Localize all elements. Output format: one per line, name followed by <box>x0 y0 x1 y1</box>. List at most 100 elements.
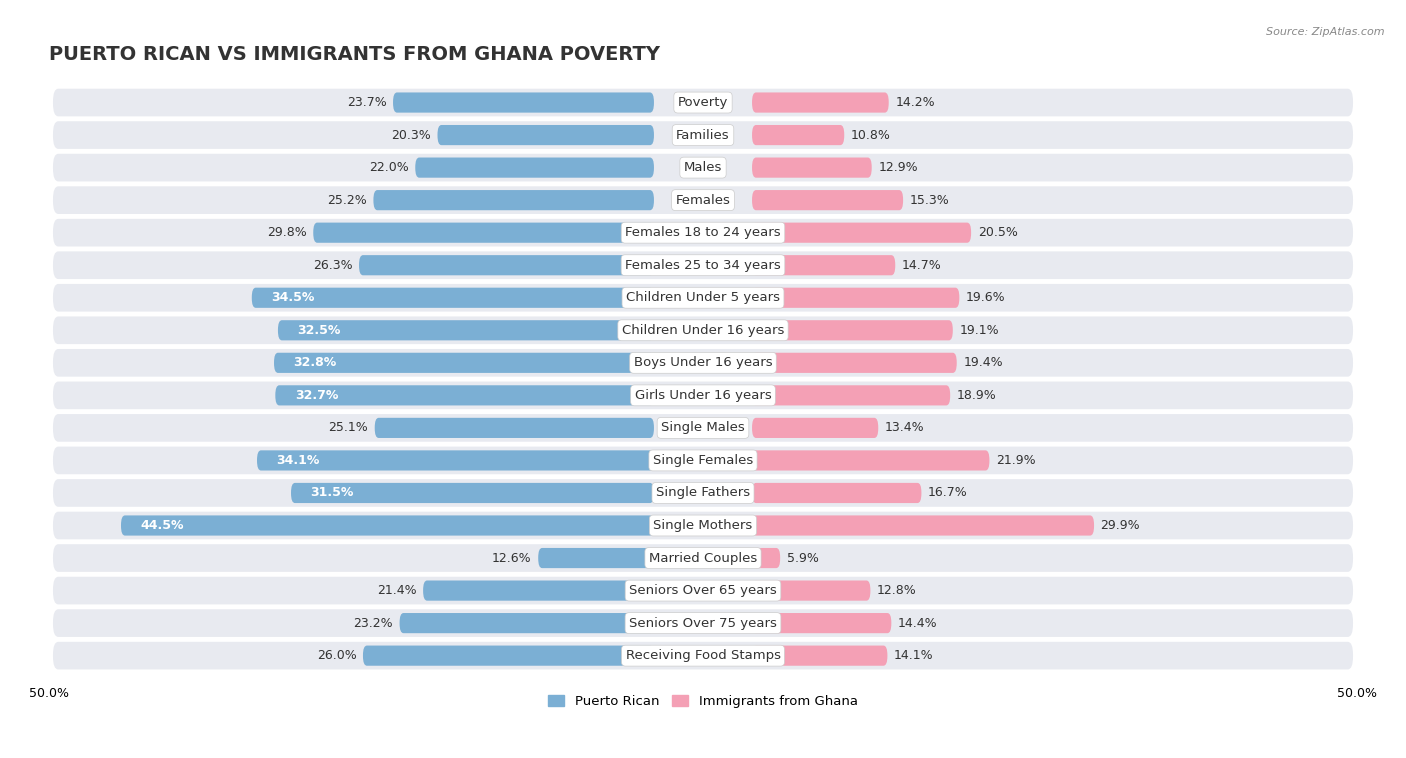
FancyBboxPatch shape <box>752 125 844 146</box>
Text: 21.4%: 21.4% <box>377 584 416 597</box>
FancyBboxPatch shape <box>752 158 872 177</box>
Text: Single Males: Single Males <box>661 421 745 434</box>
FancyBboxPatch shape <box>53 284 1353 312</box>
Text: Single Females: Single Females <box>652 454 754 467</box>
Text: Receiving Food Stamps: Receiving Food Stamps <box>626 649 780 662</box>
FancyBboxPatch shape <box>53 89 1353 117</box>
FancyBboxPatch shape <box>752 190 903 210</box>
FancyBboxPatch shape <box>53 609 1353 637</box>
FancyBboxPatch shape <box>752 613 891 633</box>
FancyBboxPatch shape <box>752 320 953 340</box>
FancyBboxPatch shape <box>394 92 654 113</box>
Text: 32.5%: 32.5% <box>298 324 340 337</box>
Text: Seniors Over 75 years: Seniors Over 75 years <box>628 616 778 630</box>
Text: Single Mothers: Single Mothers <box>654 519 752 532</box>
FancyBboxPatch shape <box>752 352 956 373</box>
Text: Girls Under 16 years: Girls Under 16 years <box>634 389 772 402</box>
Text: Boys Under 16 years: Boys Under 16 years <box>634 356 772 369</box>
FancyBboxPatch shape <box>291 483 654 503</box>
Text: PUERTO RICAN VS IMMIGRANTS FROM GHANA POVERTY: PUERTO RICAN VS IMMIGRANTS FROM GHANA PO… <box>49 45 659 64</box>
FancyBboxPatch shape <box>53 252 1353 279</box>
Text: 32.8%: 32.8% <box>294 356 337 369</box>
Text: 19.1%: 19.1% <box>959 324 1000 337</box>
FancyBboxPatch shape <box>399 613 654 633</box>
FancyBboxPatch shape <box>257 450 654 471</box>
FancyBboxPatch shape <box>276 385 654 406</box>
FancyBboxPatch shape <box>752 288 959 308</box>
Text: 22.0%: 22.0% <box>368 161 409 174</box>
Text: 12.8%: 12.8% <box>877 584 917 597</box>
Text: 15.3%: 15.3% <box>910 193 949 207</box>
FancyBboxPatch shape <box>53 381 1353 409</box>
Text: 19.4%: 19.4% <box>963 356 1002 369</box>
Text: Children Under 5 years: Children Under 5 years <box>626 291 780 304</box>
FancyBboxPatch shape <box>53 577 1353 604</box>
FancyBboxPatch shape <box>437 125 654 146</box>
FancyBboxPatch shape <box>752 92 889 113</box>
Text: 14.7%: 14.7% <box>901 258 942 271</box>
Text: Males: Males <box>683 161 723 174</box>
Text: 44.5%: 44.5% <box>141 519 184 532</box>
Text: 26.3%: 26.3% <box>314 258 353 271</box>
FancyBboxPatch shape <box>53 446 1353 475</box>
Text: 34.5%: 34.5% <box>271 291 315 304</box>
Text: Females 25 to 34 years: Females 25 to 34 years <box>626 258 780 271</box>
Text: 25.1%: 25.1% <box>329 421 368 434</box>
Text: Married Couples: Married Couples <box>650 552 756 565</box>
FancyBboxPatch shape <box>752 418 879 438</box>
FancyBboxPatch shape <box>375 418 654 438</box>
FancyBboxPatch shape <box>53 512 1353 540</box>
FancyBboxPatch shape <box>53 316 1353 344</box>
FancyBboxPatch shape <box>363 646 654 666</box>
Text: Females 18 to 24 years: Females 18 to 24 years <box>626 226 780 240</box>
Text: 20.5%: 20.5% <box>977 226 1018 240</box>
FancyBboxPatch shape <box>752 450 990 471</box>
FancyBboxPatch shape <box>274 352 654 373</box>
Text: 13.4%: 13.4% <box>884 421 924 434</box>
Text: 26.0%: 26.0% <box>316 649 356 662</box>
FancyBboxPatch shape <box>752 548 780 568</box>
FancyBboxPatch shape <box>415 158 654 177</box>
Text: Source: ZipAtlas.com: Source: ZipAtlas.com <box>1267 27 1385 36</box>
Text: 34.1%: 34.1% <box>277 454 321 467</box>
FancyBboxPatch shape <box>752 515 1094 536</box>
FancyBboxPatch shape <box>752 223 972 243</box>
Text: 16.7%: 16.7% <box>928 487 967 500</box>
Text: 18.9%: 18.9% <box>956 389 997 402</box>
Text: Females: Females <box>675 193 731 207</box>
Text: 32.7%: 32.7% <box>295 389 339 402</box>
FancyBboxPatch shape <box>314 223 654 243</box>
FancyBboxPatch shape <box>752 581 870 600</box>
FancyBboxPatch shape <box>53 544 1353 572</box>
Text: Poverty: Poverty <box>678 96 728 109</box>
FancyBboxPatch shape <box>752 483 921 503</box>
FancyBboxPatch shape <box>53 642 1353 669</box>
FancyBboxPatch shape <box>121 515 654 536</box>
FancyBboxPatch shape <box>53 349 1353 377</box>
FancyBboxPatch shape <box>53 121 1353 149</box>
Text: 21.9%: 21.9% <box>995 454 1036 467</box>
Text: 5.9%: 5.9% <box>787 552 818 565</box>
Text: 25.2%: 25.2% <box>328 193 367 207</box>
Text: Single Fathers: Single Fathers <box>657 487 749 500</box>
Text: Seniors Over 65 years: Seniors Over 65 years <box>628 584 778 597</box>
FancyBboxPatch shape <box>538 548 654 568</box>
Text: 10.8%: 10.8% <box>851 129 890 142</box>
Legend: Puerto Rican, Immigrants from Ghana: Puerto Rican, Immigrants from Ghana <box>543 690 863 714</box>
FancyBboxPatch shape <box>752 255 896 275</box>
Text: 14.4%: 14.4% <box>898 616 938 630</box>
Text: 12.6%: 12.6% <box>492 552 531 565</box>
FancyBboxPatch shape <box>374 190 654 210</box>
FancyBboxPatch shape <box>53 186 1353 214</box>
Text: 20.3%: 20.3% <box>391 129 432 142</box>
Text: 31.5%: 31.5% <box>311 487 354 500</box>
Text: 14.2%: 14.2% <box>896 96 935 109</box>
FancyBboxPatch shape <box>359 255 654 275</box>
FancyBboxPatch shape <box>252 288 654 308</box>
Text: 23.2%: 23.2% <box>353 616 394 630</box>
Text: Children Under 16 years: Children Under 16 years <box>621 324 785 337</box>
FancyBboxPatch shape <box>53 479 1353 507</box>
FancyBboxPatch shape <box>752 646 887 666</box>
Text: 14.1%: 14.1% <box>894 649 934 662</box>
FancyBboxPatch shape <box>53 219 1353 246</box>
